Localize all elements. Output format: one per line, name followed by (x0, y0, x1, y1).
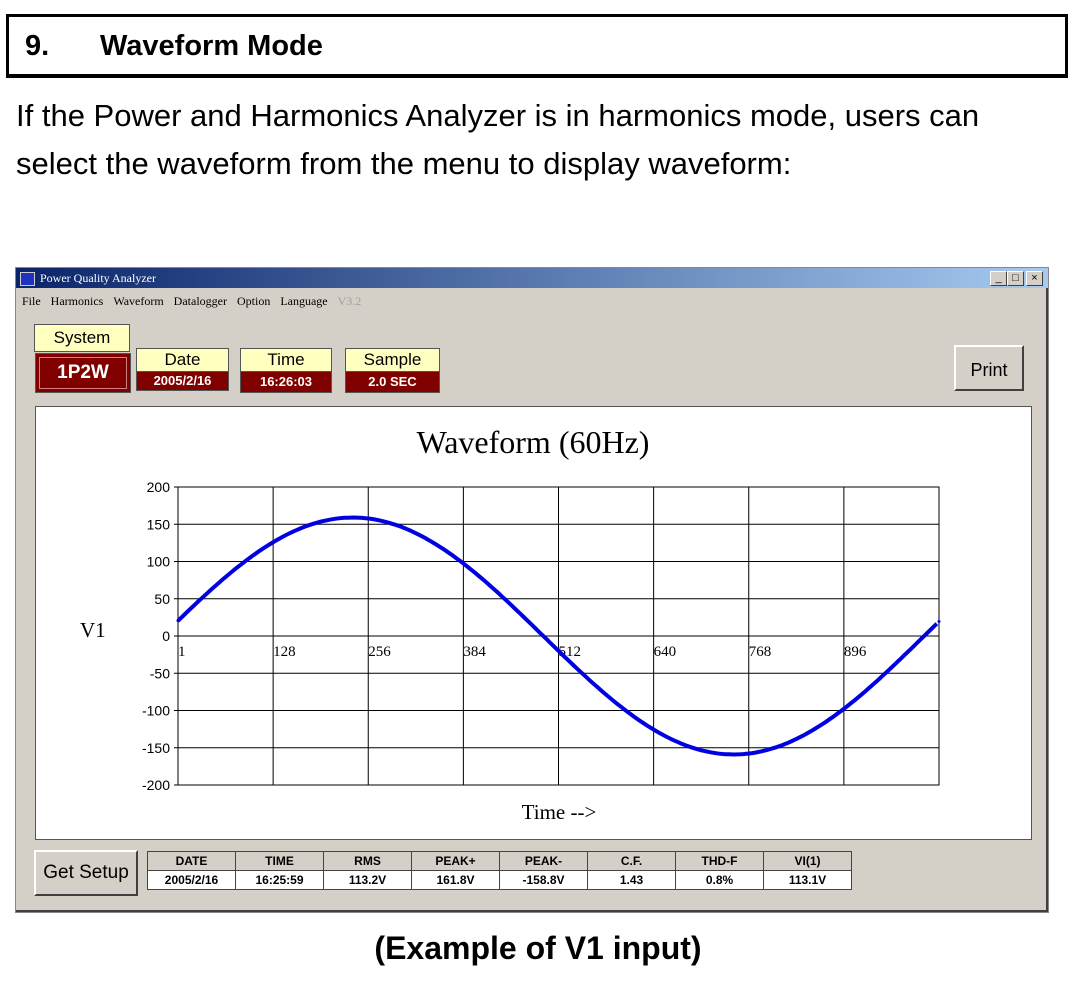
header-thd-f: THD-F (675, 851, 764, 871)
data-point (699, 748, 703, 752)
x-tick-label: 896 (844, 644, 867, 660)
section-title: Waveform Mode (100, 30, 323, 62)
data-point (461, 561, 465, 565)
y-tick-label: -200 (142, 777, 170, 793)
app-icon (20, 272, 35, 286)
data-point (651, 727, 655, 731)
y-tick-label: -150 (142, 740, 170, 756)
chart-title: Waveform (60Hz) (417, 424, 650, 460)
data-point (318, 520, 322, 524)
stats-table: DATE TIME RMS PEAK+ PEAK- C.F. THD-F VI(1) 2005… (147, 851, 852, 890)
time-label: Time (240, 348, 332, 372)
y-tick-label: -50 (150, 665, 170, 681)
value-peak-plus: 161.8V (411, 870, 500, 890)
y-tick-label: 150 (147, 516, 171, 532)
value-time: 16:25:59 (235, 870, 324, 890)
data-point (889, 666, 893, 670)
value-rms: 113.2V (323, 870, 412, 890)
data-point (937, 620, 941, 624)
x-tick-label: 768 (749, 644, 772, 660)
data-point (842, 707, 846, 711)
system-value: 1P2W (35, 353, 131, 393)
data-point (176, 619, 180, 623)
data-point (556, 648, 560, 652)
menu-language[interactable]: Language (280, 294, 328, 308)
menu-harmonics[interactable]: Harmonics (50, 294, 104, 308)
data-point (413, 531, 417, 535)
maximize-button[interactable]: □ (1007, 271, 1024, 286)
date-value: 2005/2/16 (136, 371, 229, 391)
y-tick-label: -100 (142, 703, 170, 719)
data-point (794, 737, 798, 741)
sample-value: 2.0 SEC (345, 371, 440, 393)
header-cf: C.F. (587, 851, 676, 871)
y-tick-label: 200 (147, 479, 171, 495)
data-point (223, 576, 227, 580)
value-cf: 1.43 (587, 870, 676, 890)
value-peak-minus: -158.8V (499, 870, 588, 890)
app-window: Power Quality Analyzer _ □ × File Harmoni… (15, 267, 1049, 913)
header-peak-minus: PEAK- (499, 851, 588, 871)
x-axis-label: Time --> (522, 800, 597, 824)
y-axis-label: V1 (80, 618, 106, 642)
x-tick-label: 128 (273, 644, 296, 660)
data-point (366, 516, 370, 520)
data-point (604, 692, 608, 696)
stats-value-row: 2005/2/16 16:25:59 113.2V 161.8V -158.8V 1.43… (147, 870, 852, 890)
intro-paragraph: If the Power and Harmonics Analyzer is i… (16, 98, 980, 181)
header-peak-plus: PEAK+ (411, 851, 500, 871)
get-setup-button[interactable]: Get Setup (34, 850, 138, 896)
header-rms: RMS (323, 851, 412, 871)
menu-datalogger[interactable]: Datalogger (173, 294, 227, 308)
header-time: TIME (235, 851, 324, 871)
menu-file[interactable]: File (22, 294, 41, 308)
data-point (509, 602, 513, 606)
value-date: 2005/2/16 (147, 870, 236, 890)
sample-label: Sample (345, 348, 440, 372)
date-label: Date (136, 348, 229, 372)
data-point (270, 541, 274, 545)
y-tick-label: 50 (154, 591, 170, 607)
value-vi1: 113.1V (763, 870, 852, 890)
waveform-chart-panel: Waveform (60Hz) V1 Time --> 200 150 100 50 0… (35, 406, 1032, 840)
y-tick-label: 0 (162, 628, 170, 644)
stats-header-row: DATE TIME RMS PEAK+ PEAK- C.F. THD-F VI(1) (147, 851, 852, 871)
menu-option[interactable]: Option (236, 294, 271, 308)
section-number: 9. (25, 30, 50, 62)
time-value: 16:26:03 (240, 371, 332, 393)
waveform-chart: Waveform (60Hz) V1 Time --> 200 150 100 50 0… (80, 424, 941, 824)
title-bar: Power Quality Analyzer _ □ × (16, 268, 1048, 288)
y-tick-label: 100 (147, 554, 171, 570)
menu-bar: File Harmonics Waveform Datalogger Option Lan… (16, 294, 365, 310)
section-heading: 9. Waveform Mode (6, 14, 1068, 78)
x-tick-label: 384 (463, 644, 486, 660)
x-tick-label: 1 (178, 644, 186, 660)
value-thd-f: 0.8% (675, 870, 764, 890)
close-button[interactable]: × (1026, 271, 1043, 286)
header-vi1: VI(1) (763, 851, 852, 871)
header-date: DATE (147, 851, 236, 871)
minimize-button[interactable]: _ (990, 271, 1007, 286)
version-label: V3.2 (337, 294, 362, 308)
x-tick-label: 640 (654, 644, 677, 660)
system-label: System (34, 324, 130, 352)
menu-waveform[interactable]: Waveform (113, 294, 164, 308)
print-button[interactable]: Print (954, 345, 1024, 391)
data-point (747, 752, 751, 756)
x-tick-label: 256 (368, 644, 391, 660)
window-title: Power Quality Analyzer (40, 271, 156, 285)
figure-caption: (Example of V1 input) (374, 930, 702, 966)
